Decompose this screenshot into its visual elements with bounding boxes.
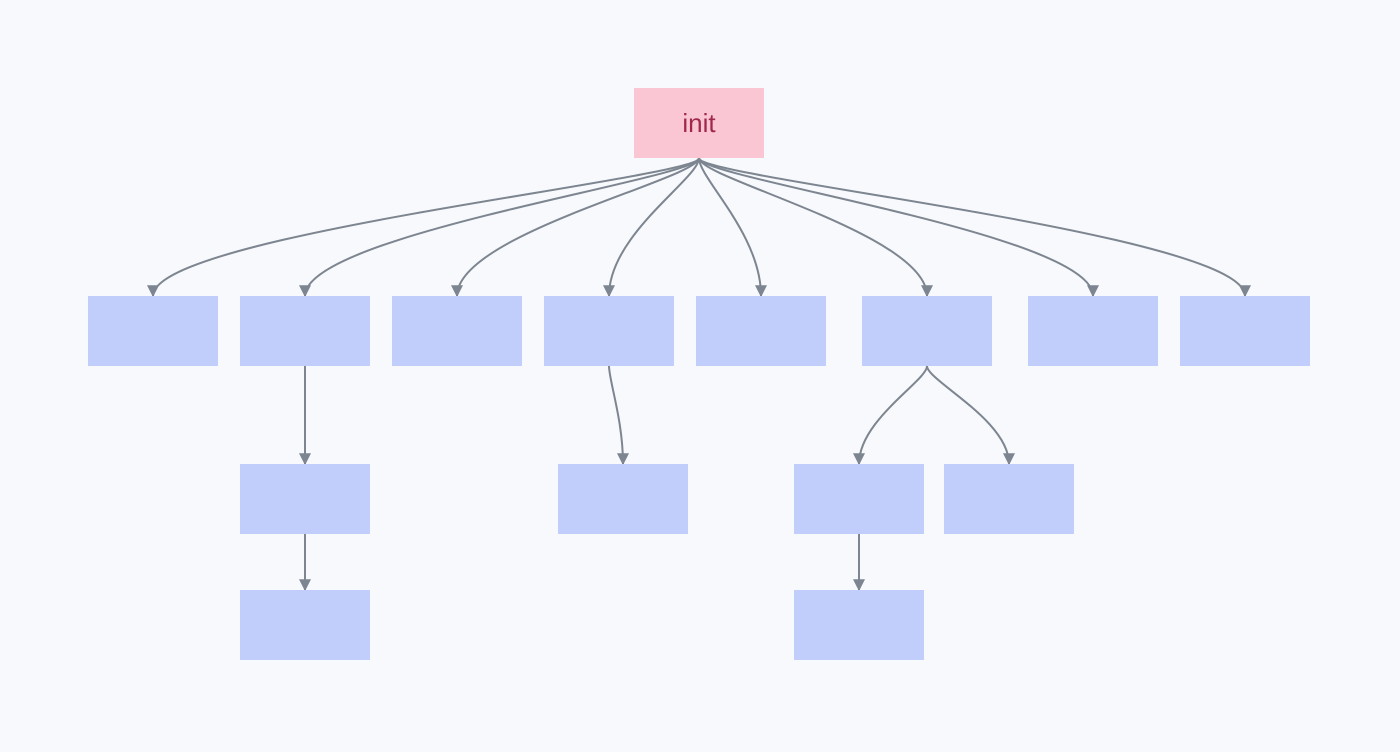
tree-node: [558, 464, 688, 534]
diagram-canvas: init: [0, 0, 1400, 752]
tree-node: [240, 464, 370, 534]
tree-node: [240, 296, 370, 366]
edge: [699, 158, 1093, 296]
edge: [927, 366, 1009, 464]
edge: [699, 158, 761, 296]
edge: [699, 158, 927, 296]
tree-node: [392, 296, 522, 366]
root-node: init: [634, 88, 764, 158]
edge: [153, 158, 699, 296]
tree-node: [88, 296, 218, 366]
tree-node: [240, 590, 370, 660]
tree-node: [1180, 296, 1310, 366]
edge: [305, 158, 699, 296]
edge: [609, 158, 699, 296]
tree-node: [1028, 296, 1158, 366]
tree-node: [944, 464, 1074, 534]
tree-node: [696, 296, 826, 366]
tree-node: [794, 464, 924, 534]
tree-node: [862, 296, 992, 366]
edge: [699, 158, 1245, 296]
edge: [457, 158, 699, 296]
tree-node: [544, 296, 674, 366]
tree-node: [794, 590, 924, 660]
edge: [609, 366, 623, 464]
edge: [859, 366, 927, 464]
node-label: init: [682, 108, 715, 139]
